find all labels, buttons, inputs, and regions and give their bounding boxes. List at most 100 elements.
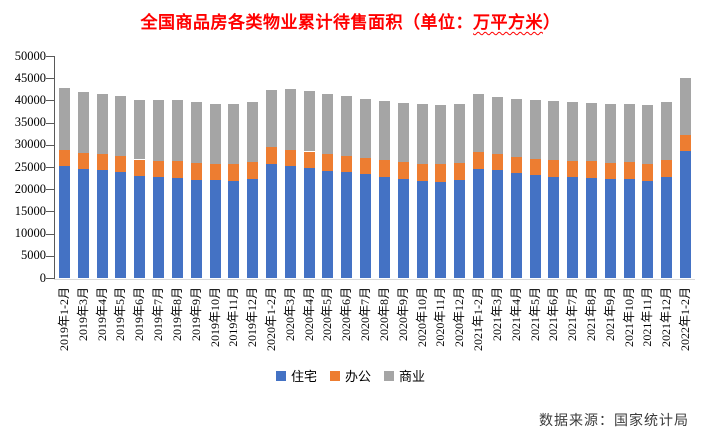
bar-segment-commercial xyxy=(397,102,409,162)
x-axis-label: 2020年8月 xyxy=(376,287,391,342)
bar-segment-residential xyxy=(153,177,164,278)
bar-segment-office xyxy=(284,149,296,167)
bar-segment-commercial xyxy=(247,102,259,163)
x-axis-label: 2019年1-2月 xyxy=(56,287,71,351)
y-axis-tick-label: 40000 xyxy=(14,92,46,107)
bar-segment-commercial xyxy=(454,104,466,163)
x-axis-label: 2019年6月 xyxy=(132,287,147,342)
x-axis-label: 2020年10月 xyxy=(414,287,429,348)
bar-segment-office xyxy=(378,160,390,178)
x-axis-line xyxy=(54,279,695,280)
bar-segment-office xyxy=(586,161,597,179)
bar-segment-office xyxy=(623,162,635,179)
y-axis-line xyxy=(54,56,55,279)
bar-segment-commercial xyxy=(266,89,277,147)
bar-segment-office xyxy=(604,162,616,180)
bar-segment-office xyxy=(661,160,673,177)
bar-segment-office xyxy=(567,160,579,178)
bar-segment-office xyxy=(454,162,466,181)
x-axis-label: 2019年12月 xyxy=(245,287,260,348)
y-axis-tick xyxy=(46,189,54,191)
bar-segment-commercial xyxy=(303,91,315,152)
x-axis-label: 2019年7月 xyxy=(151,287,165,342)
bar-segment-office xyxy=(209,163,221,181)
bar-segment-residential xyxy=(190,179,202,278)
bar-segment-residential xyxy=(341,172,353,278)
x-axis-label: 2019年4月 xyxy=(94,287,109,342)
bar-segment-office xyxy=(680,135,692,152)
x-axis-label: 2021年9月 xyxy=(602,287,617,342)
bar-segment-residential xyxy=(322,170,334,278)
bar-segment-commercial xyxy=(604,104,616,163)
bar-segment-office xyxy=(360,157,372,175)
y-axis-tick-label: 35000 xyxy=(14,115,46,130)
y-axis-tick-label: 30000 xyxy=(14,137,46,152)
x-axis-label: 2021年1-2月 xyxy=(471,287,485,351)
y-axis-tick-label: 10000 xyxy=(14,226,46,241)
bar-segment-commercial xyxy=(661,102,673,161)
bar-segment-commercial xyxy=(435,105,447,165)
bar-segment-residential xyxy=(510,173,522,278)
bar-segment-residential xyxy=(134,175,146,278)
x-axis-label: 2021年5月 xyxy=(527,287,542,342)
x-axis-label: 2020年4月 xyxy=(301,287,316,342)
legend-item-office: 办公 xyxy=(329,366,371,385)
bar-segment-office xyxy=(228,163,240,181)
bar-segment-commercial xyxy=(510,99,522,157)
bar-segment-residential xyxy=(548,176,560,278)
y-axis-tick xyxy=(46,233,54,235)
bar-segment-office xyxy=(77,153,89,170)
y-axis-tick xyxy=(46,78,54,80)
bar-segment-commercial xyxy=(360,98,372,158)
y-axis-tick xyxy=(46,144,54,146)
x-axis-label: 2019年9月 xyxy=(188,287,203,342)
x-axis-label: 2019年5月 xyxy=(113,287,128,342)
bar-segment-office xyxy=(322,153,334,171)
x-axis-label: 2021年11月 xyxy=(640,287,655,347)
bar-segment-residential xyxy=(680,151,692,278)
bar-segment-residential xyxy=(661,176,673,278)
bar-segment-commercial xyxy=(209,103,221,164)
x-axis-label: 2019年3月 xyxy=(75,287,90,342)
x-axis-label: 2021年8月 xyxy=(584,287,598,342)
bar-segment-office xyxy=(416,163,428,181)
bar-segment-office xyxy=(642,163,654,181)
bar-segment-residential xyxy=(303,168,315,278)
bar-segment-residential xyxy=(209,180,221,278)
bar-segment-commercial xyxy=(96,93,108,155)
bar-segment-residential xyxy=(623,178,635,278)
bar-segment-residential xyxy=(604,179,616,278)
bar-segment-residential xyxy=(567,177,579,278)
bar-segment-office xyxy=(115,156,127,172)
bar-segment-office xyxy=(435,164,447,182)
bar-segment-commercial xyxy=(623,103,635,163)
x-axis-label: 2021年3月 xyxy=(489,287,504,342)
bar-segment-residential xyxy=(491,170,503,278)
bar-segment-residential xyxy=(228,181,240,278)
bar-segment-residential xyxy=(58,166,70,278)
bar-segment-commercial xyxy=(58,88,70,151)
bar-segment-residential xyxy=(435,181,447,278)
x-axis-label: 2019年11月 xyxy=(226,287,241,347)
bar-segment-commercial xyxy=(77,92,89,154)
bar-segment-residential xyxy=(378,177,390,278)
legend-label-residential: 住宅 xyxy=(290,369,317,384)
bar-segment-commercial xyxy=(115,96,127,157)
bar-segment-office xyxy=(303,151,315,169)
bar-segment-office xyxy=(491,154,503,171)
bar-segment-commercial xyxy=(680,78,692,136)
bar-segment-office xyxy=(397,161,409,179)
bar-segment-commercial xyxy=(284,89,296,150)
bar-segment-residential xyxy=(247,178,259,278)
y-axis-tick-label: 45000 xyxy=(14,70,46,85)
x-axis-label: 2021年12月 xyxy=(659,287,674,348)
bar-segment-commercial xyxy=(378,100,390,161)
bar-segment-office xyxy=(153,160,164,178)
legend-swatch-residential xyxy=(275,370,286,381)
bar-segment-residential xyxy=(454,180,466,278)
y-axis-tick-label: 0 xyxy=(39,270,46,285)
legend-item-commercial: 商业 xyxy=(384,366,425,385)
bar-segment-office xyxy=(510,157,522,174)
bar-segment-residential xyxy=(397,179,409,278)
bar-segment-commercial xyxy=(190,102,202,163)
